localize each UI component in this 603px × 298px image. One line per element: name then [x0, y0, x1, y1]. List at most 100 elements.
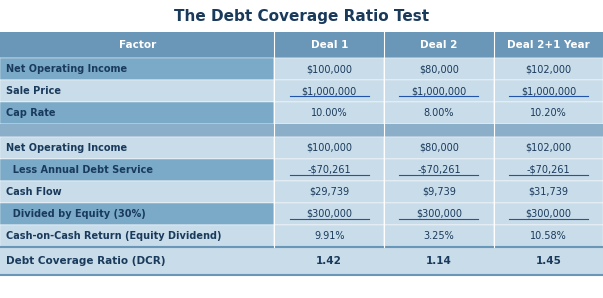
Text: Less Annual Debt Service: Less Annual Debt Service [6, 165, 153, 175]
Bar [384, 203, 494, 225]
Bar [0, 137, 274, 159]
Text: Debt Coverage Ratio (DCR): Debt Coverage Ratio (DCR) [6, 256, 165, 266]
Text: $31,739: $31,739 [528, 187, 569, 197]
Text: The Debt Coverage Ratio Test: The Debt Coverage Ratio Test [174, 9, 429, 24]
Bar [0, 203, 274, 225]
Bar [384, 137, 494, 159]
Bar [0, 225, 274, 247]
Text: Net Operating Income: Net Operating Income [6, 64, 127, 74]
Bar [0, 58, 274, 80]
Text: $100,000: $100,000 [306, 143, 352, 153]
Text: $80,000: $80,000 [419, 143, 459, 153]
Bar [494, 159, 603, 181]
Bar [0, 102, 274, 124]
Text: -$70,261: -$70,261 [526, 165, 570, 175]
Bar [494, 181, 603, 203]
Bar [384, 58, 494, 80]
Bar [494, 181, 603, 203]
Bar [274, 181, 384, 203]
Bar [274, 203, 384, 225]
Bar [494, 102, 603, 124]
Text: 10.00%: 10.00% [311, 108, 347, 118]
Text: -$70,261: -$70,261 [417, 165, 461, 175]
Bar [274, 137, 384, 159]
Bar [494, 159, 603, 181]
Bar [274, 80, 384, 102]
Text: Factor: Factor [119, 40, 156, 50]
Bar [274, 225, 384, 247]
Bar [384, 159, 494, 181]
Text: Net Operating Income: Net Operating Income [6, 143, 127, 153]
Text: 1.42: 1.42 [317, 256, 342, 266]
Bar [274, 159, 384, 181]
Text: 10.58%: 10.58% [530, 231, 567, 241]
Bar [0, 80, 274, 102]
Text: Cash Flow: Cash Flow [6, 187, 62, 197]
Bar [494, 58, 603, 80]
Bar [384, 225, 494, 247]
Bar [384, 137, 494, 159]
Bar [494, 225, 603, 247]
Bar [0, 203, 274, 225]
Bar [384, 80, 494, 102]
Text: $300,000: $300,000 [525, 209, 572, 219]
Bar [274, 58, 384, 80]
Bar [384, 58, 494, 80]
Bar [0, 159, 274, 181]
Text: Deal 2: Deal 2 [420, 40, 458, 50]
Bar [0, 159, 274, 181]
Bar [384, 124, 494, 137]
Bar [494, 58, 603, 80]
Text: $9,739: $9,739 [422, 187, 456, 197]
Bar [274, 102, 384, 124]
Text: $1,000,000: $1,000,000 [411, 86, 467, 96]
Text: $102,000: $102,000 [525, 143, 572, 153]
Bar [274, 203, 384, 225]
Bar [494, 137, 603, 159]
Bar [0, 247, 603, 275]
Text: $102,000: $102,000 [525, 64, 572, 74]
Text: Deal 2+1 Year: Deal 2+1 Year [507, 40, 590, 50]
Bar [0, 225, 274, 247]
Bar [494, 102, 603, 124]
Bar [494, 225, 603, 247]
Text: -$70,261: -$70,261 [308, 165, 351, 175]
Bar [494, 80, 603, 102]
Bar [494, 203, 603, 225]
Text: 1.45: 1.45 [535, 256, 561, 266]
Bar [384, 159, 494, 181]
Text: Sale Price: Sale Price [6, 86, 61, 96]
Bar [0, 124, 274, 137]
Bar [384, 225, 494, 247]
Text: 10.20%: 10.20% [530, 108, 567, 118]
Text: $80,000: $80,000 [419, 64, 459, 74]
Bar [384, 102, 494, 124]
Bar [0, 102, 274, 124]
Bar [274, 159, 384, 181]
Bar [0, 137, 274, 159]
Bar [0, 181, 274, 203]
Bar [274, 137, 384, 159]
Bar [384, 80, 494, 102]
Text: $100,000: $100,000 [306, 64, 352, 74]
Bar [0, 80, 274, 102]
Bar [0, 181, 274, 203]
Bar [384, 181, 494, 203]
Bar [494, 203, 603, 225]
Text: 3.25%: 3.25% [424, 231, 454, 241]
Bar [0, 32, 603, 58]
Bar [494, 124, 603, 137]
Bar [384, 203, 494, 225]
Text: $300,000: $300,000 [416, 209, 462, 219]
Text: Deal 1: Deal 1 [311, 40, 348, 50]
Bar [494, 137, 603, 159]
Text: Cap Rate: Cap Rate [6, 108, 55, 118]
Bar [274, 102, 384, 124]
Bar [274, 225, 384, 247]
Bar [274, 124, 384, 137]
Text: $29,739: $29,739 [309, 187, 349, 197]
Bar [384, 181, 494, 203]
Text: $1,000,000: $1,000,000 [302, 86, 357, 96]
Bar [0, 124, 603, 137]
Text: 8.00%: 8.00% [424, 108, 454, 118]
